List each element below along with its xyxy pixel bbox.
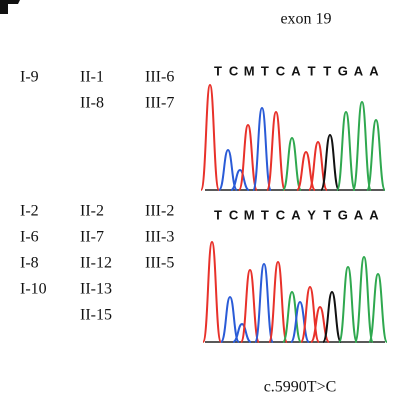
base-call: T (323, 207, 331, 222)
peak (321, 135, 339, 190)
peak (203, 242, 221, 342)
panel-marker (0, 0, 20, 14)
peak (339, 267, 357, 342)
base-call: G (338, 63, 348, 78)
sample-id: III-3 (145, 229, 174, 246)
sample-id: I-10 (20, 281, 47, 298)
sample-id: II-7 (80, 229, 104, 246)
base-call: T (308, 63, 316, 78)
base-call: M (244, 207, 255, 222)
sample-id: I-2 (20, 203, 39, 220)
sample-id: I-6 (20, 229, 39, 246)
base-call: A (354, 63, 364, 78)
peak (269, 262, 287, 342)
base-call: C (276, 63, 286, 78)
peak (267, 112, 285, 190)
peak (323, 292, 341, 342)
base-call: C (276, 207, 286, 222)
peak (283, 138, 301, 190)
base-call: T (261, 63, 269, 78)
sample-id: II-13 (80, 281, 112, 298)
base-call: T (323, 63, 331, 78)
peak (353, 102, 371, 190)
base-call: A (369, 63, 379, 78)
base-call: A (354, 207, 364, 222)
base-call: M (244, 63, 255, 78)
peak (239, 125, 257, 190)
base-call: C (229, 63, 239, 78)
title: exon 19 (280, 11, 331, 28)
base-call: Y (307, 207, 316, 222)
sample-id: I-8 (20, 255, 39, 272)
peak (253, 108, 271, 190)
base-call: A (369, 207, 379, 222)
sample-id: II-15 (80, 307, 112, 324)
base-call: A (291, 207, 301, 222)
base-call: G (338, 207, 348, 222)
peak (355, 257, 373, 342)
base-call: T (214, 207, 222, 222)
figure: exon 19 c.5990T>C I-9 II-1 II-8 III-6 III-7 T… (0, 0, 397, 407)
peak (255, 264, 273, 342)
variant-label: c.5990T>C (264, 379, 337, 396)
sample-id: III-6 (145, 69, 174, 86)
base-call: C (229, 207, 239, 222)
sample-id: III-7 (145, 95, 174, 112)
peak (241, 270, 259, 342)
peak (283, 292, 301, 342)
sample-id: II-8 (80, 95, 104, 112)
peak (369, 274, 387, 342)
sample-id: II-2 (80, 203, 104, 220)
base-call: T (214, 63, 222, 78)
sample-id: II-1 (80, 69, 104, 86)
peak (367, 120, 385, 190)
sample-id: I-9 (20, 69, 39, 86)
base-call: T (261, 207, 269, 222)
sample-id: III-5 (145, 255, 174, 272)
peak (337, 112, 355, 190)
sample-id: III-2 (145, 203, 174, 220)
sample-id: II-12 (80, 255, 112, 272)
peak (201, 85, 219, 190)
base-call: A (291, 63, 301, 78)
